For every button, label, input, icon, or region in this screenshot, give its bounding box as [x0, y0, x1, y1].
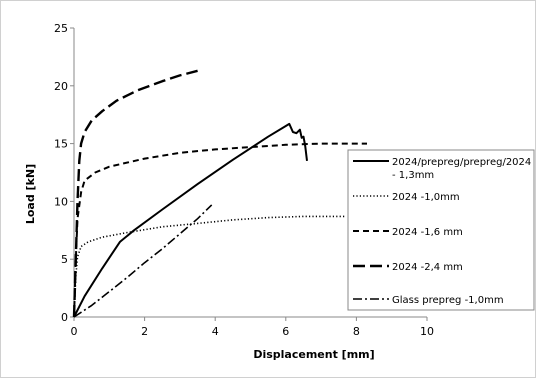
- series-line-1: [73, 122, 308, 318]
- series-line-5: [73, 204, 213, 318]
- series-line-2: [73, 215, 346, 318]
- y-tick-label: 10: [54, 195, 68, 208]
- y-axis-title: Load [kN]: [24, 164, 37, 224]
- y-tick-label: 15: [54, 138, 68, 151]
- y-tick-label: 0: [61, 311, 68, 324]
- x-tick-label: 2: [141, 325, 148, 338]
- series-layer: [72, 69, 367, 318]
- series-line-4: [72, 69, 198, 318]
- x-tick-label: 6: [282, 325, 289, 338]
- x-tick-label: 10: [420, 325, 434, 338]
- axes-layer: 0 5 10 15 20 25 0 2 4 6 8 10: [54, 22, 434, 338]
- series-line-3: [73, 142, 367, 318]
- legend-label-4: 2024 -2,4 mm: [392, 262, 463, 273]
- y-tick-label: 25: [54, 22, 68, 35]
- x-tick-label: 8: [353, 325, 360, 338]
- legend-label-5: Glass prepreg -1,0mm: [392, 295, 504, 306]
- legend-label-3: 2024 -1,6 mm: [392, 227, 463, 238]
- y-tick-label: 5: [61, 253, 68, 266]
- y-tick-label: 20: [54, 80, 68, 93]
- x-axis-title: Displacement [mm]: [253, 348, 374, 361]
- legend: 2024/prepreg/prepreg/2024- 1,3mm 2024 -1,…: [347, 149, 535, 311]
- legend-label-1: 2024/prepreg/prepreg/2024- 1,3mm: [392, 157, 531, 181]
- legend-label-2: 2024 -1,0mm: [392, 192, 460, 203]
- x-tick-label: 4: [212, 325, 219, 338]
- x-tick-label: 0: [71, 325, 78, 338]
